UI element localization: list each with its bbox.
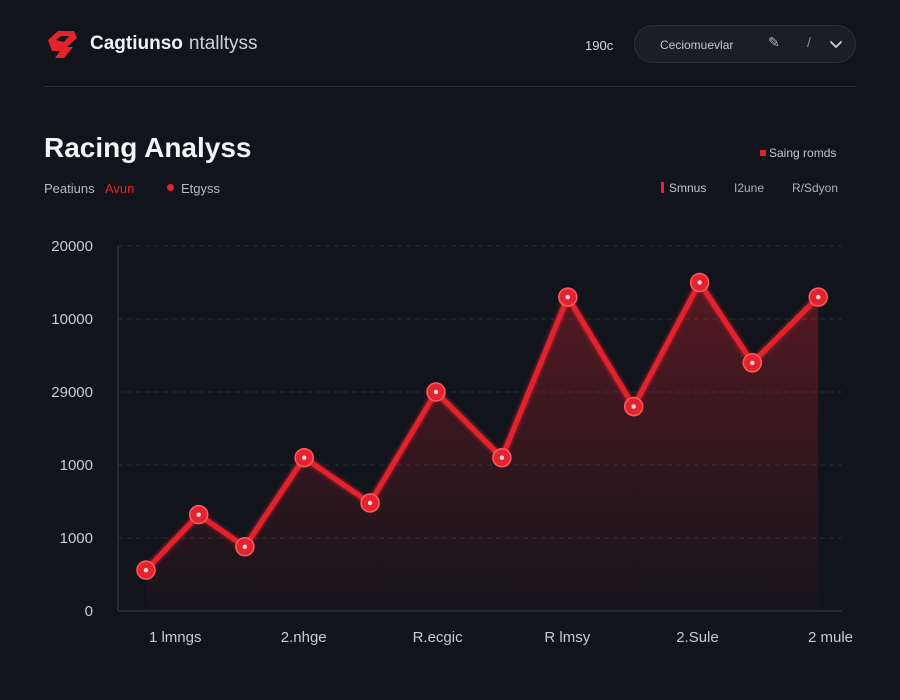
y-tick-label: 1000 <box>60 457 93 474</box>
subtitle-label: Peatiuns <box>44 181 95 196</box>
legend-item-1[interactable]: Smnus <box>669 181 707 195</box>
y-tick-label: 29000 <box>51 384 93 401</box>
brand-name-strong: Cagtiunso <box>90 33 183 54</box>
view-selector[interactable]: Ceciomuevlar ✎ / <box>634 25 856 63</box>
x-tick-label: 2.nhge <box>281 629 327 646</box>
subtitle-legend[interactable]: Etgyss <box>181 181 221 196</box>
x-tick-label: R.ecgic <box>413 629 464 646</box>
slash-icon: / <box>807 34 811 50</box>
page-title: Racing Analyss <box>44 132 252 163</box>
data-point-highlight <box>143 567 149 573</box>
subtitle-accent[interactable]: Avun <box>105 181 135 196</box>
data-point-highlight <box>196 512 201 517</box>
data-point-highlight <box>301 455 307 460</box>
data-point-highlight <box>433 389 439 395</box>
y-tick-label: 20000 <box>51 238 93 255</box>
legend-item-2[interactable]: I2une <box>734 181 765 195</box>
chevron-down-icon[interactable] <box>828 36 844 52</box>
data-point-highlight <box>697 280 702 285</box>
data-point-highlight <box>631 404 636 409</box>
data-point-highlight <box>367 500 373 506</box>
legend-item-3[interactable]: R/Sdyon <box>792 181 839 195</box>
legend-square-icon <box>760 150 766 156</box>
data-point-highlight <box>750 360 755 365</box>
x-tick-label: 2 mule <box>808 629 853 646</box>
data-point-highlight <box>565 294 570 300</box>
y-tick-label: 10000 <box>51 311 93 328</box>
top-value: 190c <box>585 38 614 53</box>
y-tick-label: 0 <box>85 603 93 620</box>
y-tick-label: 1000 <box>60 530 93 547</box>
brand-name-light: ntalltyss <box>188 33 258 54</box>
right-legend-label[interactable]: Saing romds <box>769 146 837 160</box>
header-divider <box>44 86 856 87</box>
legend-dot-icon <box>167 184 174 191</box>
pencil-icon[interactable]: ✎ <box>768 34 780 50</box>
brand-name: Cagtiunso ntalltyss <box>90 33 258 55</box>
top-bar: Cagtiunso ntalltyss 190c Ceciomuevlar ✎ / <box>0 0 900 88</box>
x-tick-label: 1 lmngs <box>149 629 202 646</box>
brand-logo-icon <box>48 31 77 58</box>
legend-bar-icon <box>661 182 664 193</box>
data-point-highlight <box>499 455 505 460</box>
selector-label: Ceciomuevlar <box>660 38 734 52</box>
x-tick-label: R lmsy <box>544 629 590 646</box>
data-point-highlight <box>816 294 821 300</box>
x-tick-label: 2.Sule <box>676 629 719 646</box>
data-point-highlight <box>242 544 248 549</box>
series-area <box>146 282 819 611</box>
